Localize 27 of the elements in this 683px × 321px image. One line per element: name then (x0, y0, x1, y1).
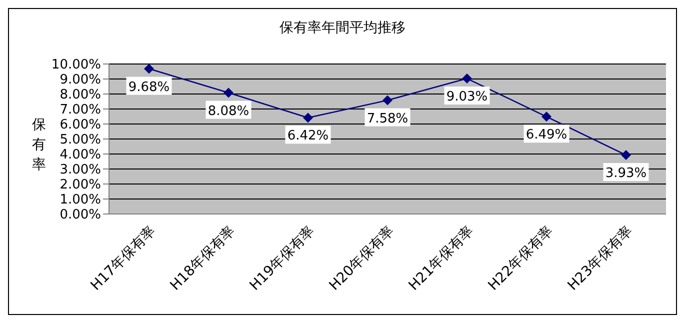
point (303, 112, 313, 123)
y-tick-label: 0.00% (60, 208, 101, 223)
point (144, 64, 154, 74)
point (462, 74, 472, 84)
y-tick-label: 4.00% (60, 148, 101, 163)
data-label: 3.93% (605, 166, 647, 182)
y-tick-label: 2.00% (60, 178, 101, 193)
point (382, 95, 392, 106)
y-tick-label: 8.00% (60, 88, 101, 103)
y-tick-label: 9.00% (60, 72, 101, 88)
y-tick-label: 7.00% (60, 102, 101, 118)
data-label: 6.42% (287, 128, 329, 144)
data-label: 9.03% (446, 90, 488, 105)
point (542, 112, 552, 122)
y-tick-label: 5.00% (60, 132, 101, 148)
y-axis-title: 保有率 (32, 117, 46, 173)
y-tick-label: 3.00% (60, 162, 101, 178)
point (621, 150, 631, 160)
data-label: 6.49% (526, 128, 568, 143)
data-label: 7.58% (366, 111, 408, 126)
y-tick-label: 10.00% (51, 58, 101, 73)
y-tick-label: 6.00% (60, 118, 101, 133)
y-tick-label: 1.00% (60, 192, 101, 208)
chart-title: 保有率年間平均推移 (278, 19, 406, 37)
data-label: 8.08% (208, 104, 250, 119)
point (224, 88, 234, 98)
data-label: 9.68% (128, 80, 170, 95)
